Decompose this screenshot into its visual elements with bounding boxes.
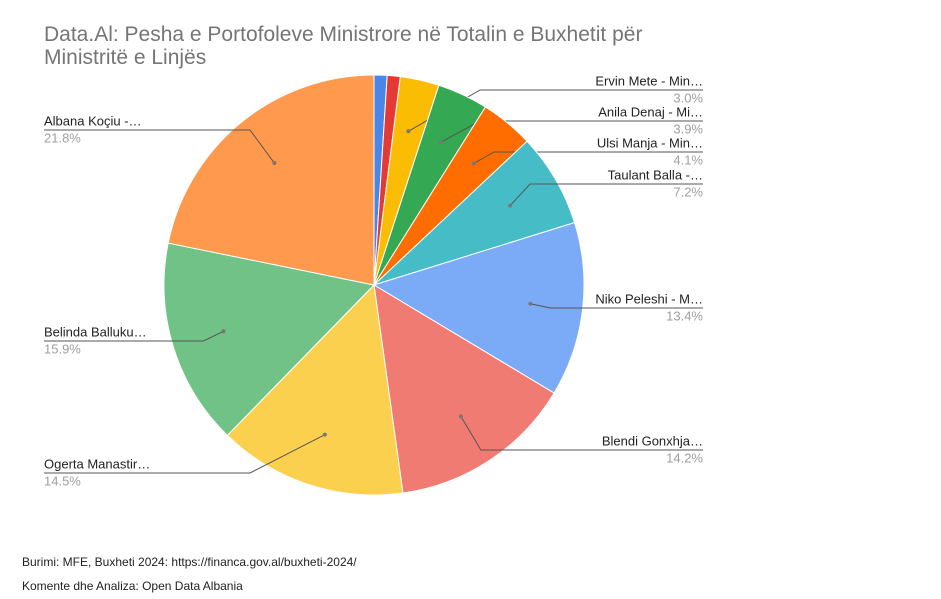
slice-value-label: 3.9% (673, 121, 703, 136)
credit-note: Komente dhe Analiza: Open Data Albania (22, 579, 243, 593)
pie-slice (373, 284, 555, 494)
slice-label: Taulant Balla -… (608, 167, 703, 182)
pie-slice (167, 74, 375, 286)
pie-slice (372, 221, 585, 394)
slice-label: Anila Denaj - Mi… (598, 104, 703, 119)
slice-value-label: 7.2% (673, 184, 703, 199)
leader-line (530, 303, 703, 309)
leader-line (44, 129, 275, 164)
slice-value-label: 14.2% (666, 450, 703, 465)
leader-dot (528, 301, 533, 306)
leader-line (44, 434, 326, 474)
slice-value-label: 3.0% (673, 90, 703, 105)
source-note: Burimi: MFE, Buxheti 2024: https://finan… (22, 555, 357, 569)
leader-dot (458, 414, 463, 419)
slice-value-label: 15.9% (44, 341, 81, 356)
slice-label: Ulsi Manja - Min… (597, 135, 703, 150)
slice-label: Blendi Gonxhja… (602, 433, 703, 448)
pie-slice (226, 283, 404, 496)
leader-dot (472, 161, 477, 166)
slice-value-label: 14.5% (44, 473, 81, 488)
chart-title: Data.Al: Pesha e Portofoleve Ministrore … (44, 23, 642, 69)
slice-value-label: 4.1% (673, 152, 703, 167)
leader-dot (406, 129, 411, 134)
slice-label: Ervin Mete - Min… (595, 73, 703, 88)
leader-line (44, 330, 224, 342)
leader-dot (438, 140, 443, 145)
slice-value-label: 21.8% (44, 130, 81, 145)
slice-label: Niko Peleshi - M… (595, 291, 703, 306)
slice-label: Albana Koçiu -… (44, 113, 142, 128)
leader-line (473, 151, 703, 164)
slice-label: Belinda Balluku… (44, 324, 147, 339)
leader-dot (221, 329, 226, 334)
slice-value-label: 13.4% (666, 308, 703, 323)
leader-line (460, 416, 703, 451)
leader-dot (508, 203, 513, 208)
slice-label: Ogerta Manastir… (44, 456, 150, 471)
leader-dot (322, 432, 327, 437)
pie-slice (163, 242, 375, 437)
leader-dot (272, 161, 277, 166)
leader-line (509, 183, 703, 207)
